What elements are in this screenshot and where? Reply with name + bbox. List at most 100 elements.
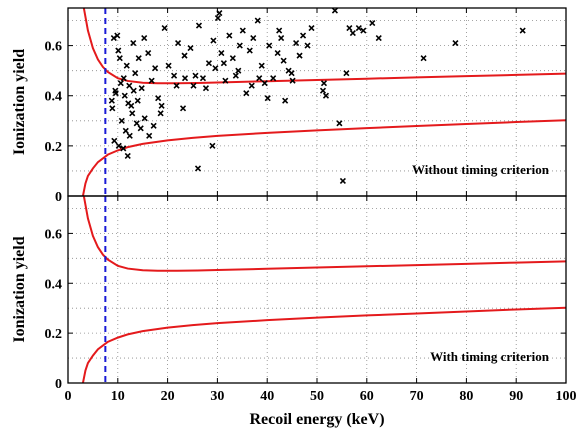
data-point: [258, 62, 265, 69]
y-tick-label: 0.6: [45, 227, 63, 242]
data-point: [115, 47, 122, 54]
panel-top: 0 0.2 0.4 0.6 Ionization yield Without timing…: [11, 7, 567, 205]
x-tick-label: 10: [111, 389, 125, 404]
y-tick-label: 0: [55, 190, 62, 205]
y-axis-label: Ionization yield: [11, 236, 28, 342]
data-point: [146, 132, 153, 139]
data-point: [243, 90, 250, 97]
plot-area: [81, 8, 566, 196]
data-point: [129, 110, 136, 117]
data-point: [120, 145, 127, 152]
y-axis-label: Ionization yield: [11, 49, 28, 155]
x-tick-label: 0: [65, 389, 72, 404]
x-tick-label: 40: [260, 389, 274, 404]
data-point: [339, 177, 346, 185]
data-point: [346, 24, 353, 32]
data-point: [174, 40, 182, 47]
data-point: [133, 120, 140, 127]
data-point: [181, 52, 188, 59]
data-point: [192, 72, 199, 79]
x-axis: 0 10 20 30 40 50 60 70 80 90 100: [65, 389, 577, 404]
x-tick-label: 50: [310, 389, 324, 404]
x-tick-label: 70: [410, 389, 424, 404]
data-point: [261, 80, 268, 87]
data-point: [319, 87, 327, 94]
data-point: [202, 85, 210, 92]
data-point: [195, 22, 203, 29]
data-point: [420, 55, 427, 62]
data-point: [360, 27, 367, 34]
y-tick-label: 0: [55, 377, 62, 392]
x-tick-label: 90: [509, 389, 523, 404]
data-point: [161, 24, 168, 32]
data-point: [138, 85, 145, 92]
x-tick-label: 100: [556, 389, 577, 404]
data-point: [349, 30, 356, 37]
data-point: [280, 57, 287, 64]
data-point: [152, 65, 159, 72]
data-point: [205, 60, 212, 67]
data-point: [308, 24, 315, 32]
data-point: [190, 82, 197, 89]
y-tick-label: 0.2: [45, 140, 63, 155]
x-tick-label: 60: [360, 389, 374, 404]
data-point: [274, 50, 281, 57]
x-axis-label: Recoil energy (keV): [249, 411, 384, 428]
data-point: [150, 122, 157, 129]
data-point: [270, 75, 277, 82]
data-point: [220, 60, 227, 67]
data-point: [194, 165, 202, 172]
data-point: [246, 47, 253, 54]
data-point: [187, 45, 194, 52]
data-point: [218, 50, 225, 57]
data-point: [135, 55, 142, 62]
data-point: [114, 32, 121, 39]
data-point: [331, 8, 338, 14]
data-point: [120, 75, 127, 82]
data-point: [209, 142, 216, 149]
data-point: [124, 152, 131, 159]
data-point: [343, 70, 350, 77]
data-point: [132, 70, 139, 77]
y-tick-label: 0.4: [45, 90, 63, 105]
data-point: [165, 62, 172, 69]
data-point: [519, 27, 526, 34]
data-point: [148, 77, 155, 84]
data-point: [122, 127, 129, 134]
data-point: [236, 42, 243, 49]
data-point: [109, 105, 116, 112]
data-point: [118, 117, 125, 124]
data-point: [173, 82, 180, 89]
band-lower-curve: [81, 119, 566, 196]
data-point: [141, 115, 148, 122]
y-tick-label: 0.2: [45, 327, 63, 342]
data-point: [115, 142, 122, 149]
data-point: [282, 97, 289, 104]
data-point: [452, 40, 459, 47]
data-point: [248, 82, 255, 89]
data-point: [126, 132, 133, 139]
data-point: [222, 77, 229, 84]
data-point: [296, 52, 303, 59]
data-point: [289, 77, 296, 84]
plot-area: [81, 196, 566, 383]
data-point: [116, 55, 123, 62]
data-point: [179, 105, 187, 112]
data-point: [111, 137, 118, 144]
data-point: [130, 87, 137, 94]
data-point: [123, 62, 130, 69]
data-point: [145, 50, 152, 57]
data-point: [212, 65, 219, 72]
x-tick-label: 20: [161, 389, 175, 404]
data-point: [250, 35, 257, 42]
data-point: [112, 90, 119, 97]
data-point: [254, 17, 261, 24]
data-point: [214, 14, 221, 22]
data-point: [266, 42, 273, 49]
y-tick-label: 0.4: [45, 277, 63, 292]
data-point: [336, 120, 343, 127]
band-lower-curve: [81, 306, 566, 383]
band-upper-curve: [82, 8, 566, 85]
panel-annotation: Without timing criterion: [412, 162, 550, 177]
